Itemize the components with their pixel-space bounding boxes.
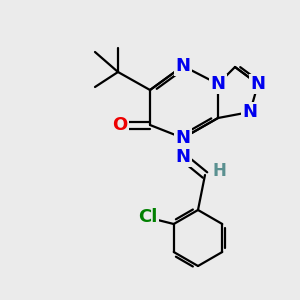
Text: N: N	[211, 75, 226, 93]
Text: N: N	[242, 103, 257, 121]
Text: Cl: Cl	[138, 208, 158, 226]
Text: H: H	[212, 162, 226, 180]
Text: N: N	[250, 75, 266, 93]
Text: O: O	[112, 116, 128, 134]
Text: N: N	[176, 57, 190, 75]
Text: N: N	[176, 148, 190, 166]
Text: N: N	[176, 129, 190, 147]
